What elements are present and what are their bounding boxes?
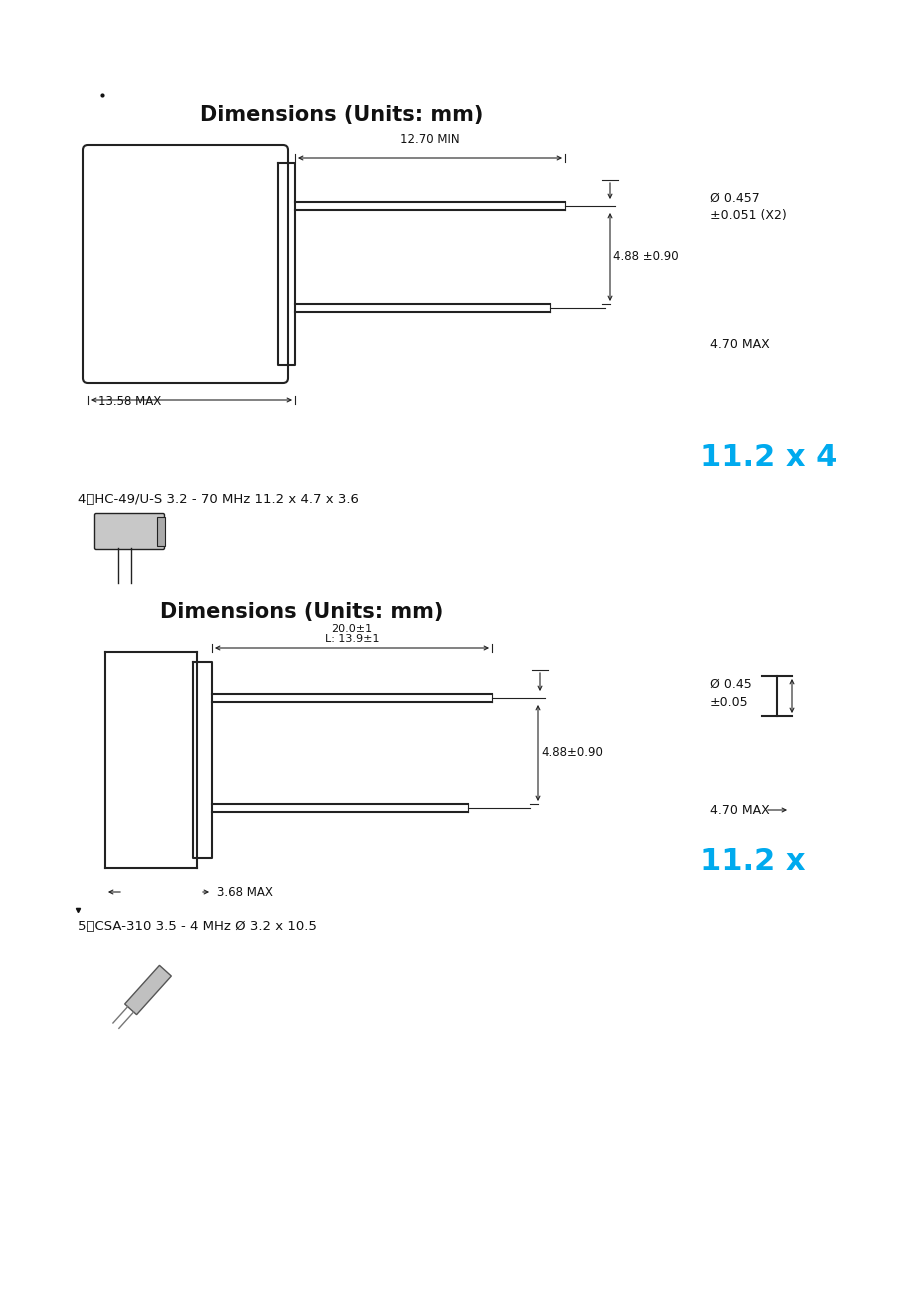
Text: Dimensions (Units: mm): Dimensions (Units: mm): [199, 105, 482, 125]
Bar: [157, 517, 165, 546]
Text: ±0.05: ±0.05: [709, 695, 748, 708]
Text: 4.70 MAX: 4.70 MAX: [709, 339, 769, 352]
Text: ±0.051 (X2): ±0.051 (X2): [709, 210, 786, 223]
Text: Ø 0.457: Ø 0.457: [709, 191, 759, 204]
Text: 5、CSA-310 3.5 - 4 MHz Ø 3.2 x 10.5: 5、CSA-310 3.5 - 4 MHz Ø 3.2 x 10.5: [78, 921, 316, 934]
Text: 11.2 x: 11.2 x: [699, 848, 805, 876]
Text: 4.70 MAX: 4.70 MAX: [709, 803, 769, 816]
Text: 3.68 MAX: 3.68 MAX: [217, 885, 273, 898]
Text: 4、HC-49/U-S 3.2 - 70 MHz 11.2 x 4.7 x 3.6: 4、HC-49/U-S 3.2 - 70 MHz 11.2 x 4.7 x 3.…: [78, 493, 358, 506]
Text: 12.70 MIN: 12.70 MIN: [400, 133, 460, 146]
Text: 20.0±1: 20.0±1: [331, 624, 372, 634]
Text: 13.58 MAX: 13.58 MAX: [98, 395, 161, 408]
Text: 4.88±0.90: 4.88±0.90: [540, 746, 602, 759]
Bar: [124, 965, 171, 1014]
Text: Ø 0.45: Ø 0.45: [709, 677, 751, 690]
Text: 4.88 ±0.90: 4.88 ±0.90: [612, 250, 678, 263]
Text: 11.2 x 4: 11.2 x 4: [699, 444, 836, 473]
Text: Dimensions (Units: mm): Dimensions (Units: mm): [160, 602, 443, 622]
FancyBboxPatch shape: [95, 513, 165, 549]
Text: L: 13.9±1: L: 13.9±1: [324, 634, 379, 644]
